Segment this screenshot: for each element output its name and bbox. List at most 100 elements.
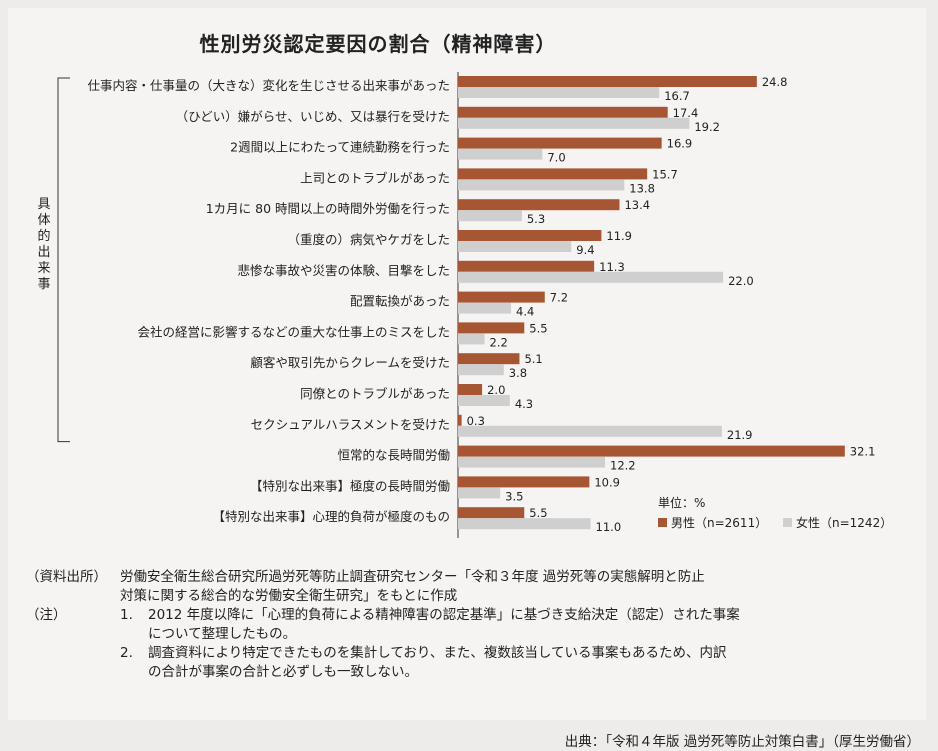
- category-label: 悲惨な事故や災害の体験、目撃をした: [237, 263, 450, 278]
- data-label: 9.4: [576, 243, 594, 257]
- bar-female: [458, 456, 606, 468]
- category-label: 配置転換があった: [350, 294, 450, 309]
- data-label: 12.2: [610, 459, 636, 473]
- category-label: 【特別な出来事】極度の長時間労働: [250, 478, 450, 493]
- note-2: 2. 調査資料により特定できたものを集計しており、また、複数該当している事案もあ…: [26, 644, 906, 682]
- source-label: （資料出所）: [26, 569, 107, 585]
- bar-male: [458, 106, 668, 118]
- data-label: 32.1: [850, 445, 876, 459]
- data-label: 3.8: [509, 366, 527, 380]
- bar-female: [458, 364, 504, 376]
- legend-label-male: 男性（n=2611）: [671, 516, 767, 530]
- bar-male: [458, 137, 662, 149]
- data-label: 5.1: [524, 352, 542, 366]
- data-label: 15.7: [652, 167, 678, 181]
- source-text-1: 労働安全衛生総合研究所過労死等防止調査研究センター「令和３年度 過労死等の実態解…: [120, 569, 705, 585]
- data-label: 11.9: [606, 229, 632, 243]
- data-label: 17.4: [673, 106, 699, 120]
- category-label: 1カ月に 80 時間以上の時間外労働を行った: [206, 201, 450, 216]
- bar-female: [458, 333, 485, 345]
- data-label: 13.8: [629, 181, 655, 195]
- group-label-char: 的: [37, 228, 50, 244]
- category-label: （重度の）病気やケガをした: [287, 232, 450, 247]
- data-label: 5.3: [527, 212, 545, 226]
- legend-label-female: 女性（n=1242）: [796, 515, 892, 530]
- source-text-2: 対策に関する総合的な労働安全衛生研究」をもとに作成: [120, 588, 458, 604]
- data-label: 16.7: [664, 89, 690, 103]
- bar-male: [458, 291, 545, 303]
- bar-female: [458, 210, 522, 222]
- bar-female: [458, 148, 543, 160]
- bar-male: [458, 384, 483, 395]
- bar-female: [458, 241, 572, 252]
- note-1-text-1: 2012 年度以降に「心理的負荷による精神障害の認定基準」に基づき支給決定（認定…: [148, 607, 740, 623]
- notes-block: （資料出所） 労働安全衛生総合研究所過労死等防止調査研究センター「令和３年度 過…: [26, 568, 906, 682]
- group-label-char: 体: [37, 213, 50, 228]
- data-label: 2.0: [487, 383, 505, 397]
- bar-female: [458, 518, 591, 530]
- bar-male: [458, 199, 620, 211]
- group-label-char: 事: [37, 277, 50, 292]
- group-label-char: 具: [37, 197, 50, 212]
- bar-female: [458, 395, 510, 406]
- bar-female: [458, 302, 512, 314]
- data-label: 11.0: [596, 520, 622, 534]
- bar-male: [458, 414, 462, 426]
- bar-male: [458, 476, 590, 488]
- bar-chart: 仕事内容・仕事量の（大きな）変化を生じさせる出来事があった 24.8 16.7 （ひど…: [37, 72, 892, 538]
- citation: 出典：「令和４年版 過労死等防止対策白書」（厚生労働省）: [564, 734, 920, 750]
- legend-swatch-female: [783, 518, 792, 527]
- note-2-text-2: の合計が事案の合計と必ずしも一致しない。: [148, 664, 418, 680]
- bar-male: [458, 507, 525, 519]
- note-label: （注）: [26, 607, 67, 623]
- bar-male: [458, 168, 648, 180]
- data-label: 2.2: [490, 335, 508, 349]
- bar-female: [458, 487, 501, 499]
- data-label: 24.8: [762, 75, 788, 89]
- data-label: 3.5: [505, 489, 523, 503]
- note-1: （注） 1. 2012 年度以降に「心理的負荷による精神障害の認定基準」に基づき…: [26, 606, 906, 644]
- category-label: 仕事内容・仕事量の（大きな）変化を生じさせる出来事があった: [87, 78, 450, 93]
- legend-swatch-male: [658, 518, 667, 527]
- data-label: 7.0: [547, 151, 565, 165]
- bar-female: [458, 425, 722, 437]
- data-label: 7.2: [550, 291, 568, 305]
- data-label: 0.3: [467, 414, 485, 428]
- data-label: 5.5: [529, 321, 547, 335]
- data-label: 11.3: [599, 260, 625, 274]
- bar-female: [458, 117, 690, 129]
- category-label: 上司とのトラブルがあった: [300, 170, 450, 185]
- data-label: 4.3: [515, 397, 533, 411]
- data-label: 13.4: [624, 198, 650, 212]
- category-label: 会社の経営に影響するなどの重大な仕事上のミスをした: [137, 324, 450, 339]
- category-label: （ひどい）嫌がらせ、いじめ、又は暴行を受けた: [176, 109, 450, 124]
- bar-female: [458, 179, 625, 191]
- data-label: 22.0: [728, 274, 754, 288]
- note-2-number: 2.: [120, 645, 133, 661]
- data-label: 16.9: [667, 137, 693, 151]
- unit-label: 単位：%: [658, 495, 705, 510]
- bar-female: [458, 271, 724, 283]
- note-2-text-1: 調査資料により特定できたものを集計しており、また、複数該当している事案もあるため…: [148, 645, 727, 661]
- data-label: 21.9: [727, 428, 753, 442]
- bar-male: [458, 445, 845, 457]
- bar-male: [458, 353, 520, 365]
- category-label: 【特別な出来事】心理的負荷が極度のもの: [212, 509, 450, 524]
- group-label-char: 出: [37, 245, 50, 260]
- data-label: 10.9: [594, 475, 620, 489]
- bar-female: [458, 87, 660, 98]
- note-1-text-2: について整理したもの。: [148, 626, 297, 642]
- category-label: セクシュアルハラスメントを受けた: [251, 417, 450, 432]
- category-label: 顧客や取引先からクレームを受けた: [250, 355, 450, 370]
- group-bracket: [57, 77, 70, 443]
- category-label: 同僚とのトラブルがあった: [300, 386, 450, 401]
- category-label: 2週間以上にわたって連続勤務を行った: [230, 140, 450, 155]
- data-label: 4.4: [516, 305, 534, 319]
- note-1-number: 1.: [120, 607, 133, 623]
- bar-male: [458, 230, 602, 241]
- source-note: （資料出所） 労働安全衛生総合研究所過労死等防止調査研究センター「令和３年度 過…: [26, 568, 906, 606]
- bar-male: [458, 322, 525, 334]
- data-label: 19.2: [694, 120, 720, 134]
- bar-male: [458, 260, 595, 272]
- group-label-char: 来: [37, 261, 50, 276]
